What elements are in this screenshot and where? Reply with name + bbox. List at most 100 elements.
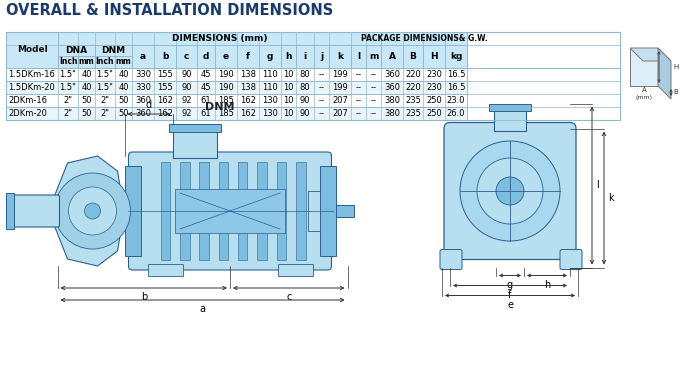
Bar bbox=[95, 56, 115, 68]
Text: 92: 92 bbox=[182, 109, 192, 118]
Text: k: k bbox=[337, 52, 343, 61]
Bar bbox=[197, 45, 215, 68]
Bar bbox=[494, 109, 526, 130]
Text: e: e bbox=[507, 300, 513, 311]
Text: 199: 199 bbox=[332, 70, 348, 79]
Text: 230: 230 bbox=[426, 70, 442, 79]
Text: 90: 90 bbox=[300, 96, 310, 105]
Bar bbox=[148, 264, 182, 276]
Text: 10: 10 bbox=[284, 109, 294, 118]
Text: 162: 162 bbox=[240, 109, 256, 118]
Text: 138: 138 bbox=[240, 70, 256, 79]
Text: 190: 190 bbox=[218, 83, 234, 92]
Bar bbox=[58, 56, 78, 68]
Text: --: -- bbox=[318, 109, 324, 118]
Text: 61: 61 bbox=[201, 109, 211, 118]
Text: 235: 235 bbox=[405, 96, 421, 105]
Text: 23.0: 23.0 bbox=[447, 96, 465, 105]
Text: 110: 110 bbox=[262, 83, 278, 92]
Polygon shape bbox=[52, 156, 122, 266]
Bar bbox=[281, 45, 296, 68]
Bar bbox=[6, 81, 467, 94]
Bar bbox=[78, 56, 95, 68]
Bar bbox=[176, 45, 197, 68]
Circle shape bbox=[477, 158, 543, 224]
Text: 2DKm-16: 2DKm-16 bbox=[8, 96, 47, 105]
Text: 1.5": 1.5" bbox=[60, 70, 76, 79]
Circle shape bbox=[496, 177, 524, 205]
Text: 2": 2" bbox=[63, 96, 73, 105]
Text: H: H bbox=[430, 52, 438, 61]
Text: h: h bbox=[285, 52, 292, 61]
Bar bbox=[237, 45, 259, 68]
Text: 2DKm-20: 2DKm-20 bbox=[8, 109, 47, 118]
Text: Model: Model bbox=[16, 45, 48, 55]
Text: 162: 162 bbox=[157, 96, 173, 105]
Text: 16.5: 16.5 bbox=[447, 83, 465, 92]
Text: H: H bbox=[673, 64, 678, 70]
Text: B: B bbox=[409, 52, 416, 61]
Text: 110: 110 bbox=[262, 70, 278, 79]
Bar bbox=[215, 45, 237, 68]
Text: l: l bbox=[596, 180, 599, 191]
Text: DNA: DNA bbox=[65, 46, 88, 55]
Text: 2": 2" bbox=[101, 96, 109, 105]
Bar bbox=[296, 45, 314, 68]
Text: B: B bbox=[673, 89, 678, 96]
Text: j: j bbox=[320, 52, 323, 61]
Text: --: -- bbox=[318, 83, 324, 92]
Text: A: A bbox=[388, 52, 396, 61]
Text: 2": 2" bbox=[63, 109, 73, 118]
Text: 50: 50 bbox=[81, 96, 92, 105]
Text: i: i bbox=[303, 52, 307, 61]
Text: 250: 250 bbox=[426, 109, 442, 118]
Text: PACKAGE DIMENSIONS& G.W.: PACKAGE DIMENSIONS& G.W. bbox=[360, 34, 488, 43]
Text: 61: 61 bbox=[201, 96, 211, 105]
Bar bbox=[6, 107, 467, 120]
Text: --: -- bbox=[371, 96, 377, 105]
Text: c: c bbox=[286, 292, 292, 302]
Text: 1.5": 1.5" bbox=[97, 83, 114, 92]
Text: --: -- bbox=[356, 70, 362, 79]
Text: b: b bbox=[162, 52, 168, 61]
Text: mm: mm bbox=[79, 58, 95, 67]
Text: Inch: Inch bbox=[58, 58, 78, 67]
Bar bbox=[277, 162, 286, 260]
Text: 1.5DKm-16: 1.5DKm-16 bbox=[8, 70, 55, 79]
Text: kg: kg bbox=[449, 52, 462, 61]
Text: 92: 92 bbox=[182, 96, 192, 105]
Text: 90: 90 bbox=[182, 83, 192, 92]
Text: A: A bbox=[642, 87, 647, 93]
Polygon shape bbox=[630, 48, 671, 61]
Text: 10: 10 bbox=[284, 70, 294, 79]
Bar bbox=[173, 130, 217, 158]
Text: 250: 250 bbox=[426, 96, 442, 105]
Polygon shape bbox=[630, 48, 658, 86]
Text: 199: 199 bbox=[332, 83, 348, 92]
Bar bbox=[115, 56, 132, 68]
Text: --: -- bbox=[356, 96, 362, 105]
Bar bbox=[160, 162, 170, 260]
Circle shape bbox=[460, 141, 560, 241]
Text: 90: 90 bbox=[182, 70, 192, 79]
Text: --: -- bbox=[318, 96, 324, 105]
Text: 80: 80 bbox=[300, 70, 310, 79]
Text: 50: 50 bbox=[81, 109, 92, 118]
Text: 360: 360 bbox=[384, 83, 400, 92]
Text: a: a bbox=[199, 304, 205, 314]
Bar bbox=[199, 162, 209, 260]
Text: --: -- bbox=[318, 70, 324, 79]
Bar bbox=[335, 205, 354, 217]
Bar bbox=[175, 189, 285, 233]
Text: 50: 50 bbox=[118, 96, 129, 105]
Text: 185: 185 bbox=[218, 96, 234, 105]
Bar bbox=[423, 45, 445, 68]
Text: --: -- bbox=[356, 109, 362, 118]
Circle shape bbox=[84, 203, 101, 219]
Text: Inch: Inch bbox=[96, 58, 114, 67]
Bar bbox=[489, 103, 531, 111]
Bar bbox=[366, 45, 381, 68]
Text: 130: 130 bbox=[262, 96, 278, 105]
Bar bbox=[351, 45, 366, 68]
Text: 40: 40 bbox=[118, 70, 129, 79]
